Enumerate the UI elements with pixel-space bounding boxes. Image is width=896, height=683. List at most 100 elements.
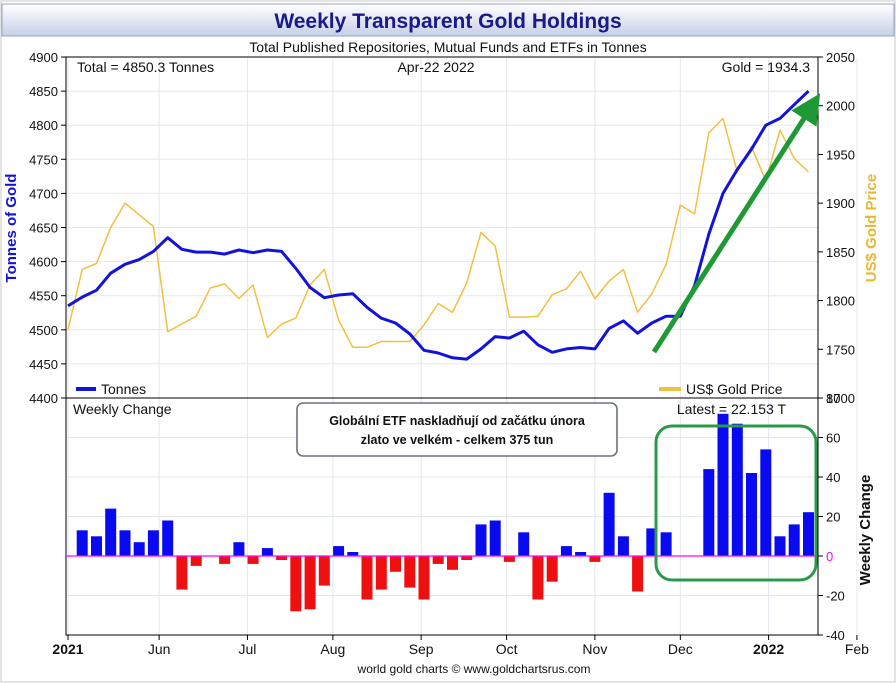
weekly-change-tick-label: -40 xyxy=(826,628,845,643)
title-bar xyxy=(1,3,895,37)
weekly-change-tick-label: -20 xyxy=(826,589,845,604)
change-bar-positive xyxy=(731,423,743,556)
gold-price-tick-label: 1850 xyxy=(826,245,855,260)
change-bar-positive xyxy=(91,536,102,557)
change-bar-positive xyxy=(119,530,131,556)
change-bar-positive xyxy=(147,530,159,556)
gold-price-axis-label: US$ Gold Price xyxy=(863,174,880,282)
footer-credit: world gold charts © www.goldchartsrus.co… xyxy=(357,662,591,676)
change-bar-positive xyxy=(105,508,117,556)
gold-price-axis: 1700 1750 1800 1850 1900 1950 2000 2050 xyxy=(818,50,855,406)
change-bar-positive xyxy=(603,492,615,556)
date-tick-label: 2021 xyxy=(52,641,83,657)
change-bar-positive xyxy=(646,528,658,556)
change-bar-negative xyxy=(632,556,644,592)
gold-price-tick-label: 2000 xyxy=(826,99,855,114)
chart-title: Weekly Transparent Gold Holdings xyxy=(274,10,621,33)
tonnes-tick-label: 4450 xyxy=(29,357,58,372)
change-bar-negative xyxy=(418,556,430,600)
change-bar-positive xyxy=(76,530,88,556)
tonnes-tick-label: 4700 xyxy=(29,186,58,201)
tonnes-tick-label: 4650 xyxy=(29,221,58,236)
tonnes-tick-label: 4400 xyxy=(29,391,58,406)
annotation-box xyxy=(296,402,618,457)
change-bar-negative xyxy=(190,556,202,566)
change-bar-negative xyxy=(318,556,330,586)
date-tick-label: Sep xyxy=(409,641,434,657)
date-tick-label: Nov xyxy=(582,641,607,657)
weekly-change-axis: -40 -20 0 20 40 60 80 xyxy=(818,391,845,643)
change-bar-negative xyxy=(432,556,444,564)
date-tick-label: Jul xyxy=(238,641,256,657)
change-bar-positive xyxy=(162,520,174,556)
weekly-change-bars xyxy=(76,413,814,612)
change-bar-positive xyxy=(560,546,572,556)
latest-change-text: Latest = 22.153 T xyxy=(677,401,787,417)
gold-price-tick-label: 1700 xyxy=(826,391,855,406)
change-bar-negative xyxy=(219,556,231,564)
gold-price-tick-label: 1800 xyxy=(826,294,855,309)
date-tick-label: 2022 xyxy=(753,641,784,657)
change-bar-negative xyxy=(361,556,373,600)
date-text: Apr-22 2022 xyxy=(397,59,474,75)
change-bar-positive xyxy=(518,532,530,556)
change-bar-positive xyxy=(233,542,245,556)
change-bar-positive xyxy=(261,548,273,556)
chart-subtitle: Total Published Repositories, Mutual Fun… xyxy=(249,39,646,55)
change-bar-positive xyxy=(347,552,359,556)
weekly-change-tick-label: 80 xyxy=(826,391,840,406)
weekly-change-tick-label: 20 xyxy=(826,510,840,525)
date-axis: 2021JunJulAugSepOctNovDec2022FebMarApr xyxy=(52,635,869,657)
tonnes-axis: 4400 4450 4500 4550 4600 4650 4700 4750 4800 4850… xyxy=(29,50,66,406)
tonnes-axis-label: Tonnes of Gold xyxy=(3,174,20,283)
top-panel-grid xyxy=(66,57,858,398)
change-bar-negative xyxy=(589,556,601,562)
weekly-change-axis-label: Weekly Change xyxy=(857,475,874,586)
weekly-change-tick-label: 60 xyxy=(826,431,840,446)
tonnes-tick-label: 4750 xyxy=(29,152,58,167)
gold-price-line xyxy=(67,117,810,349)
gold-price-text: Gold = 1934.3 xyxy=(722,59,811,75)
change-bar-positive xyxy=(717,413,729,556)
change-bar-positive xyxy=(774,536,786,557)
legend-gold-label: US$ Gold Price xyxy=(686,381,783,397)
change-bar-positive xyxy=(803,512,814,556)
trend-arrow xyxy=(651,93,821,354)
change-bar-positive xyxy=(333,546,345,556)
change-bar-positive xyxy=(746,473,757,556)
change-bar-positive xyxy=(660,532,672,556)
total-tonnes-text: Total = 4850.3 Tonnes xyxy=(77,59,214,75)
change-bar-negative xyxy=(304,556,316,610)
change-bar-positive xyxy=(760,449,772,556)
date-tick-label: Jun xyxy=(148,641,171,657)
change-bar-positive xyxy=(617,536,629,557)
weekly-change-tick-label: 0 xyxy=(826,549,833,564)
tonnes-tick-label: 4550 xyxy=(29,289,58,304)
change-bar-positive xyxy=(703,469,715,556)
change-bar-positive xyxy=(475,524,487,556)
gold-price-tick-label: 1950 xyxy=(826,147,855,162)
gold-price-tick-label: 2050 xyxy=(826,50,855,65)
change-bar-negative xyxy=(276,556,288,560)
change-bar-negative xyxy=(404,556,416,588)
change-bar-negative xyxy=(532,556,544,600)
highlight-box xyxy=(654,424,818,582)
date-tick-label: Feb xyxy=(845,641,869,657)
weekly-change-title: Weekly Change xyxy=(73,401,172,417)
change-bar-negative xyxy=(390,556,401,572)
change-bar-negative xyxy=(546,556,558,582)
annotation-line-1: Globální ETF naskladňují od začátku únor… xyxy=(329,414,586,428)
tonnes-tick-label: 4900 xyxy=(29,50,58,65)
gold-price-tick-label: 1750 xyxy=(826,342,855,357)
tonnes-tick-label: 4850 xyxy=(29,84,58,99)
date-tick-label: Dec xyxy=(668,641,693,657)
change-bar-negative xyxy=(290,556,302,612)
tonnes-tick-label: 4500 xyxy=(29,323,58,338)
weekly-change-tick-label: 40 xyxy=(826,470,840,485)
gold-price-tick-label: 1900 xyxy=(826,196,855,211)
tonnes-tick-label: 4600 xyxy=(29,255,58,270)
change-bar-negative xyxy=(503,556,515,562)
change-bar-positive xyxy=(788,524,800,556)
change-bar-negative xyxy=(375,556,387,590)
